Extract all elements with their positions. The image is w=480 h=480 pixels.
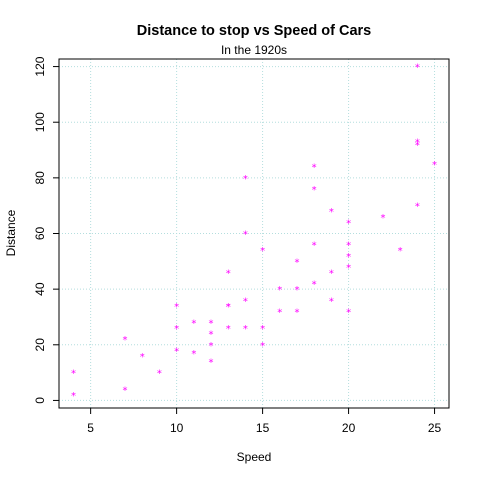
data-point: * [432,160,437,171]
data-point: * [191,319,196,330]
data-point: * [294,257,299,268]
data-point: * [398,246,403,257]
data-point: * [123,335,128,346]
x-axis: 5 10 15 20 25 [87,408,441,435]
y-tick-label: 60 [33,227,47,241]
x-tick-label: 15 [256,421,270,435]
x-tick-label: 5 [87,421,94,435]
data-point: * [209,330,214,341]
data-point: * [226,324,231,335]
y-tick-label: 100 [33,112,47,132]
grid-lines [59,59,449,408]
x-tick-label: 25 [428,421,442,435]
data-point: * [346,252,351,263]
data-point: * [415,63,420,74]
x-tick-label: 20 [342,421,356,435]
y-tick-label: 20 [33,338,47,352]
data-point: * [329,268,334,279]
chart-subtitle: In the 1920s [221,43,287,57]
data-point: * [312,163,317,174]
data-point: * [209,341,214,352]
data-point: * [157,369,162,380]
data-point: * [329,207,334,218]
data-point: * [294,307,299,318]
x-axis-label: Speed [237,450,272,464]
data-point: * [174,324,179,335]
data-point: * [71,369,76,380]
y-tick-label: 0 [33,397,47,404]
data-point: * [140,352,145,363]
data-point: * [226,268,231,279]
y-tick-label: 40 [33,282,47,296]
data-point: * [260,341,265,352]
data-point: * [294,285,299,296]
data-point: * [260,246,265,257]
data-point: * [191,349,196,360]
data-point: * [380,213,385,224]
y-tick-label: 80 [33,171,47,185]
data-point: * [415,138,420,149]
data-point: * [243,174,248,185]
data-point: * [71,391,76,402]
y-tick-label: 120 [33,56,47,76]
data-point: * [346,241,351,252]
data-point: * [346,218,351,229]
data-point: * [277,285,282,296]
data-point: * [329,296,334,307]
data-point: * [415,202,420,213]
data-point: * [174,346,179,357]
x-tick-label: 10 [170,421,184,435]
y-axis-label: Distance [4,209,18,256]
y-axis: 0 20 40 60 80 100 120 [33,56,59,404]
data-point: * [260,324,265,335]
data-point: * [243,296,248,307]
data-point: * [174,302,179,313]
data-point: * [312,185,317,196]
data-point: * [209,357,214,368]
data-point: * [312,241,317,252]
data-point: * [312,280,317,291]
data-point: * [277,307,282,318]
data-points: ****************************************… [71,63,437,402]
data-point: * [209,319,214,330]
data-point: * [123,385,128,396]
data-point: * [243,230,248,241]
data-point: * [346,307,351,318]
data-point: * [226,302,231,313]
data-point: * [243,324,248,335]
data-point: * [346,263,351,274]
chart-title: Distance to stop vs Speed of Cars [137,23,371,39]
